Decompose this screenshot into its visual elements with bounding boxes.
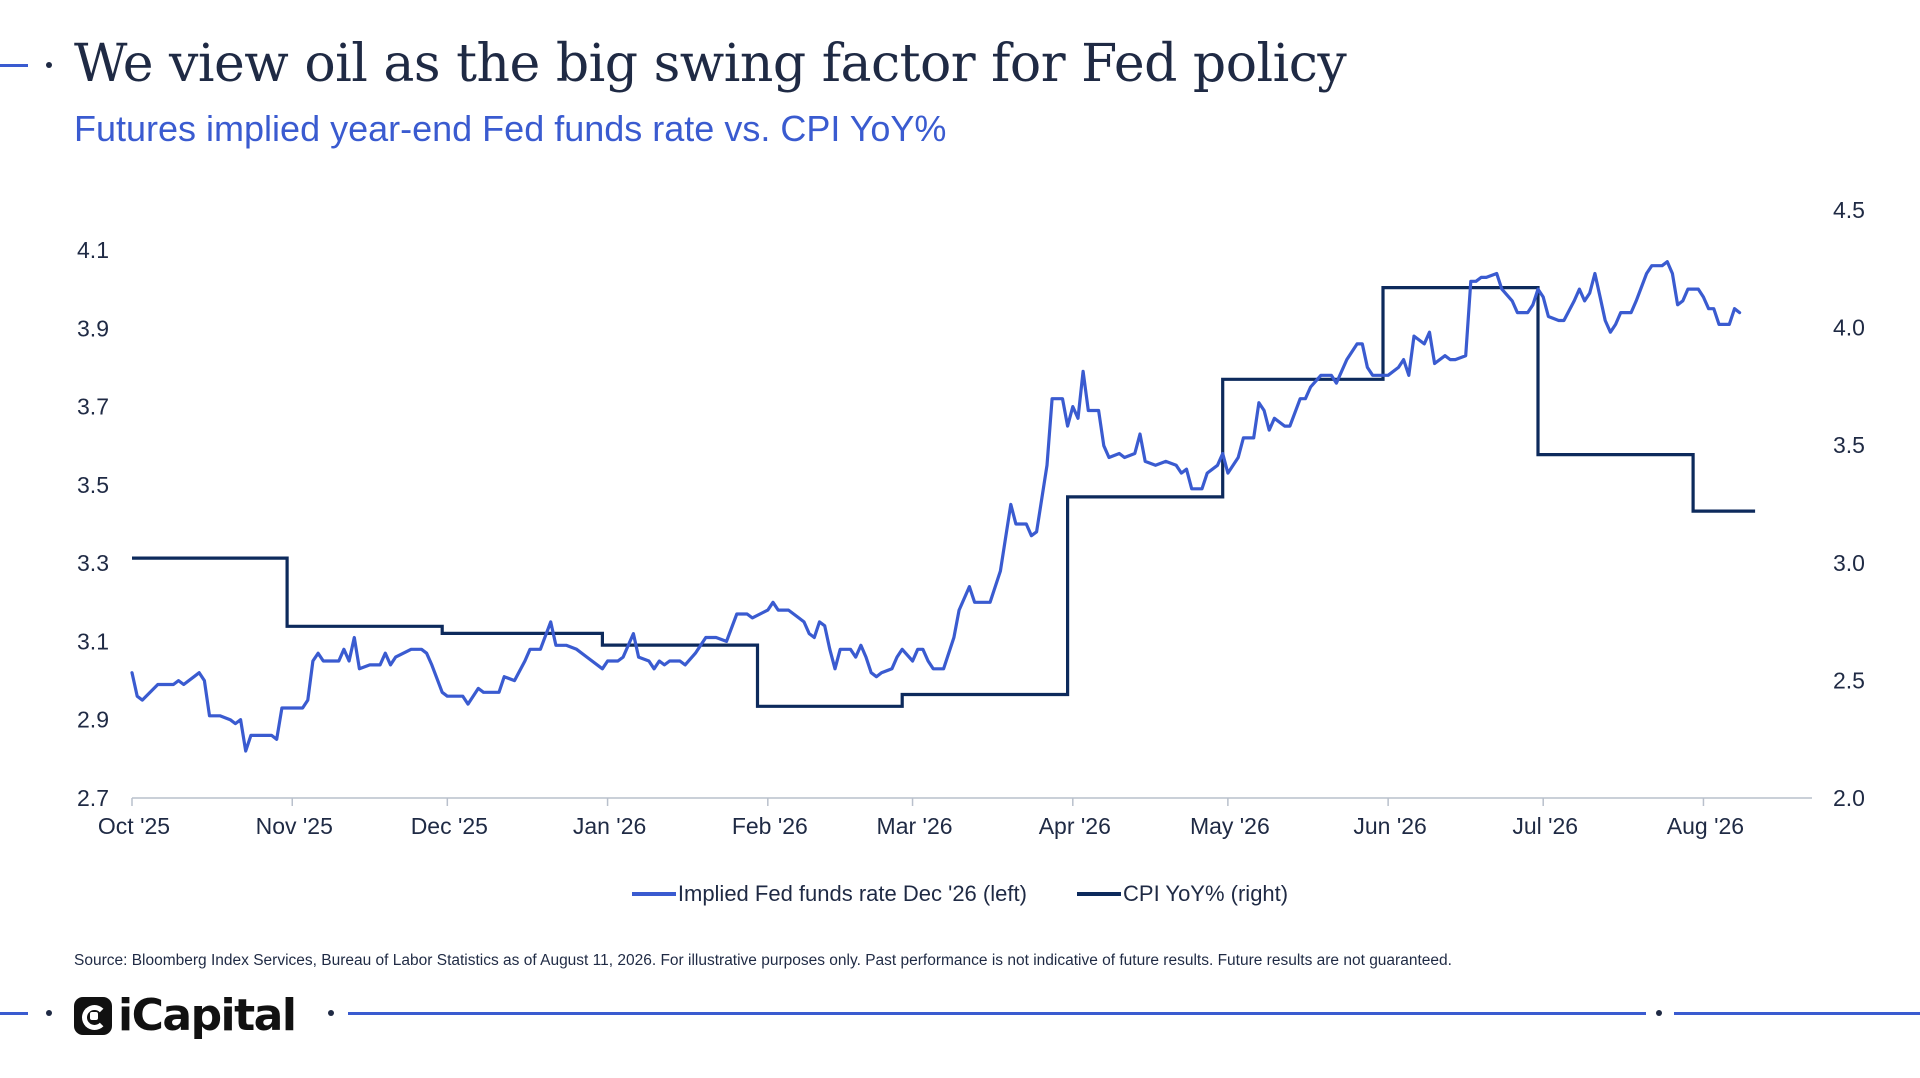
x-tick-label: Apr '26 <box>1039 813 1111 839</box>
y-right-tick-label: 2.0 <box>1833 785 1865 811</box>
footer-dot-right <box>1656 1010 1662 1016</box>
legend-item-cpi: CPI YoY% (right) <box>1077 881 1288 907</box>
footer-dot-left <box>328 1010 334 1016</box>
icapital-logo-mark <box>74 996 112 1035</box>
y-right-tick-label: 4.0 <box>1833 315 1865 341</box>
x-tick-label: Mar '26 <box>877 813 953 839</box>
y-left-tick-label: 3.3 <box>77 550 109 576</box>
x-tick-label: Oct '25 <box>98 813 170 839</box>
chart-axes: Oct '25 Nov '25 Dec '25 Jan '26 Feb '26 Mar '… <box>77 197 1865 839</box>
y-left-tick-label: 3.5 <box>77 472 109 498</box>
series-line-cpi <box>132 286 1756 708</box>
source-note: Source: Bloomberg Index Services, Bureau… <box>74 952 1452 969</box>
chart-canvas: Oct '25 Nov '25 Dec '25 Jan '26 Feb '26 Mar '… <box>77 197 1865 839</box>
x-tick-label: Jul '26 <box>1512 813 1578 839</box>
y-right-tick-label: 3.5 <box>1833 432 1865 458</box>
icapital-logo-text: iCapital <box>118 990 297 1041</box>
x-tick-label: Aug '26 <box>1667 813 1744 839</box>
footer-accent-dash <box>0 1012 28 1015</box>
legend-label-cpi: CPI YoY% (right) <box>1123 881 1289 906</box>
legend-swatch-fed <box>631 892 676 896</box>
x-tick-label: May '26 <box>1190 813 1270 839</box>
footer-rule-end <box>1674 1012 1920 1015</box>
series-line-fed <box>130 260 1742 753</box>
footer-rule <box>348 1012 1646 1015</box>
y-right-tick-label: 3.0 <box>1833 550 1865 576</box>
legend-item-fed: Implied Fed funds rate Dec '26 (left) <box>631 881 1027 907</box>
y-left-tick-label: 2.9 <box>77 707 109 733</box>
chart-legend: Implied Fed funds rate Dec '26 (left) CP… <box>0 876 1920 907</box>
x-tick-label: Jun '26 <box>1353 813 1426 839</box>
legend-swatch-cpi <box>1077 892 1122 896</box>
chart-title: We view oil as the big swing factor for … <box>74 34 1347 94</box>
header-accent-dash <box>0 64 28 67</box>
y-right-tick-label: 4.5 <box>1833 197 1865 223</box>
x-tick-label: Dec '25 <box>411 813 488 839</box>
y-left-tick-label: 3.1 <box>77 628 109 654</box>
footer-accent-dot <box>46 1010 52 1016</box>
y-left-tick-label: 3.7 <box>77 394 109 420</box>
legend-label-fed: Implied Fed funds rate Dec '26 (left) <box>677 881 1027 906</box>
x-tick-label: Feb '26 <box>732 813 808 839</box>
icapital-logo: iCapital <box>74 990 297 1041</box>
series-cpi <box>132 286 1756 708</box>
chart-subtitle: Futures implied year-end Fed funds rate … <box>74 108 947 149</box>
y-left-tick-label: 2.7 <box>77 785 109 811</box>
y-left-tick-label: 3.9 <box>77 315 109 341</box>
x-tick-label: Jan '26 <box>573 813 646 839</box>
header-accent-dot <box>46 62 52 68</box>
y-left-tick-label: 4.1 <box>77 237 109 263</box>
y-right-tick-label: 2.5 <box>1833 667 1865 693</box>
series-fed <box>130 260 1742 753</box>
x-tick-label: Nov '25 <box>256 813 333 839</box>
